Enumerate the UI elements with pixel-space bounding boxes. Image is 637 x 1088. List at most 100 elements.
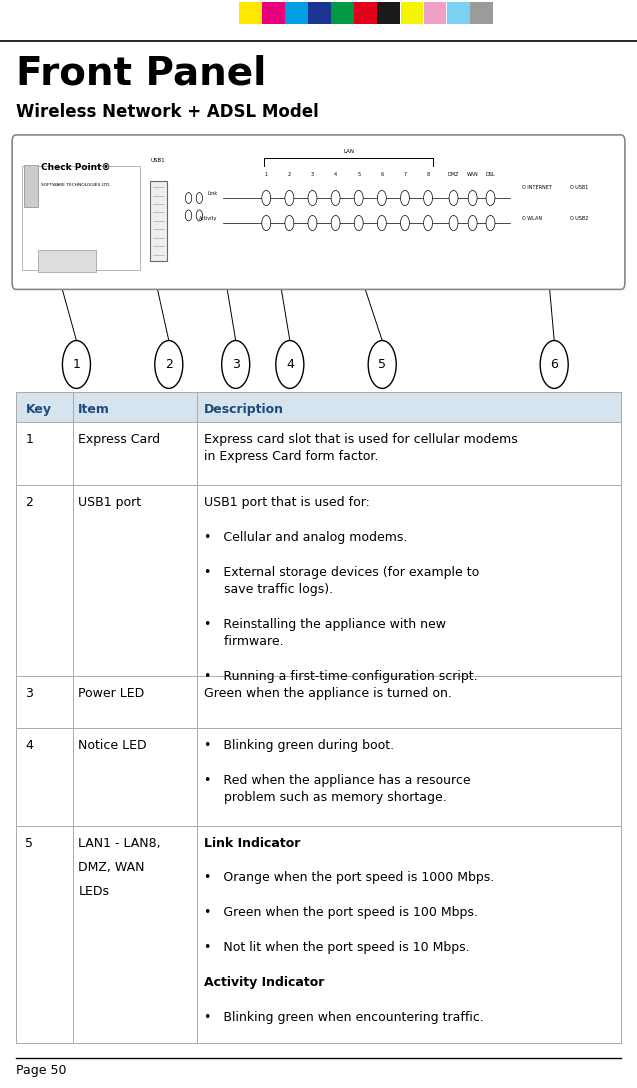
Text: •   Cellular and analog modems.: • Cellular and analog modems.: [204, 531, 407, 544]
Text: DMZ, WAN: DMZ, WAN: [78, 861, 145, 874]
Text: Description: Description: [204, 403, 284, 416]
Circle shape: [468, 190, 477, 206]
Text: •   Running a first-time configuration script.: • Running a first-time configuration scr…: [204, 670, 478, 683]
Text: Wireless Network + ADSL Model: Wireless Network + ADSL Model: [16, 103, 318, 122]
Circle shape: [285, 215, 294, 231]
Text: Link: Link: [207, 191, 217, 196]
Text: Green when the appliance is turned on.: Green when the appliance is turned on.: [204, 687, 452, 700]
Text: 6: 6: [550, 358, 558, 371]
Text: 7: 7: [403, 172, 406, 177]
Text: •   Blinking green when encountering traffic.: • Blinking green when encountering traff…: [204, 1011, 483, 1024]
FancyBboxPatch shape: [16, 485, 621, 676]
Text: 1: 1: [25, 433, 33, 446]
Text: •   Blinking green during boot.: • Blinking green during boot.: [204, 739, 394, 752]
Text: 6: 6: [380, 172, 383, 177]
FancyBboxPatch shape: [150, 181, 167, 261]
Circle shape: [377, 190, 386, 206]
Circle shape: [424, 190, 433, 206]
Text: Express Card: Express Card: [78, 433, 161, 446]
Circle shape: [185, 210, 192, 221]
Text: USB1 port: USB1 port: [78, 496, 141, 509]
FancyBboxPatch shape: [16, 728, 621, 826]
Text: USB1 port that is used for:: USB1 port that is used for:: [204, 496, 369, 509]
Text: 5: 5: [357, 172, 361, 177]
Circle shape: [354, 215, 363, 231]
FancyBboxPatch shape: [22, 166, 140, 270]
Text: Front Panel: Front Panel: [16, 54, 266, 92]
Text: 8: 8: [427, 172, 429, 177]
FancyBboxPatch shape: [16, 392, 621, 422]
Text: O INTERNET: O INTERNET: [522, 185, 552, 189]
Text: WAN: WAN: [467, 172, 478, 177]
Circle shape: [449, 215, 458, 231]
Text: in Express Card form factor.: in Express Card form factor.: [204, 450, 378, 463]
FancyBboxPatch shape: [16, 676, 621, 728]
Text: 4: 4: [286, 358, 294, 371]
Text: Check Point®: Check Point®: [41, 163, 111, 172]
Text: firmware.: firmware.: [204, 635, 283, 648]
Text: •   Not lit when the port speed is 10 Mbps.: • Not lit when the port speed is 10 Mbps…: [204, 941, 469, 954]
Circle shape: [424, 215, 433, 231]
FancyBboxPatch shape: [354, 2, 377, 24]
Text: Key: Key: [25, 403, 52, 416]
Text: SOFTWARE TECHNOLOGIES LTD.: SOFTWARE TECHNOLOGIES LTD.: [41, 183, 111, 187]
FancyBboxPatch shape: [38, 250, 96, 272]
FancyBboxPatch shape: [12, 135, 625, 289]
Circle shape: [285, 190, 294, 206]
Text: O USB1: O USB1: [570, 185, 589, 189]
Text: 3: 3: [311, 172, 314, 177]
FancyBboxPatch shape: [16, 422, 621, 485]
FancyBboxPatch shape: [239, 2, 262, 24]
Circle shape: [540, 341, 568, 388]
Text: problem such as memory shortage.: problem such as memory shortage.: [204, 791, 447, 804]
Text: 2: 2: [25, 496, 33, 509]
FancyBboxPatch shape: [470, 2, 492, 24]
Text: DMZ: DMZ: [448, 172, 459, 177]
Circle shape: [401, 190, 410, 206]
Text: 3: 3: [232, 358, 240, 371]
Text: 5: 5: [378, 358, 386, 371]
Text: Item: Item: [78, 403, 110, 416]
FancyBboxPatch shape: [16, 826, 621, 1043]
Text: 1: 1: [73, 358, 80, 371]
Text: USB1: USB1: [151, 158, 165, 163]
FancyBboxPatch shape: [24, 165, 38, 207]
Circle shape: [222, 341, 250, 388]
FancyBboxPatch shape: [285, 2, 308, 24]
Text: Express card slot that is used for cellular modems: Express card slot that is used for cellu…: [204, 433, 518, 446]
Circle shape: [401, 215, 410, 231]
Text: •   Green when the port speed is 100 Mbps.: • Green when the port speed is 100 Mbps.: [204, 906, 478, 919]
Circle shape: [449, 190, 458, 206]
Text: LAN: LAN: [343, 149, 354, 154]
Text: •   Reinstalling the appliance with new: • Reinstalling the appliance with new: [204, 618, 446, 631]
Circle shape: [196, 210, 203, 221]
Text: 2: 2: [165, 358, 173, 371]
Text: save traffic logs).: save traffic logs).: [204, 583, 333, 596]
Circle shape: [262, 215, 271, 231]
Circle shape: [354, 190, 363, 206]
Circle shape: [486, 215, 495, 231]
Text: 3: 3: [25, 687, 33, 700]
FancyBboxPatch shape: [401, 2, 424, 24]
Circle shape: [308, 215, 317, 231]
Text: Page 50: Page 50: [16, 1064, 66, 1077]
Text: Link Indicator: Link Indicator: [204, 837, 300, 850]
Text: 1: 1: [265, 172, 268, 177]
Text: •   Red when the appliance has a resource: • Red when the appliance has a resource: [204, 774, 471, 787]
Circle shape: [262, 190, 271, 206]
Text: Power LED: Power LED: [78, 687, 145, 700]
Text: LAN1 - LAN8,: LAN1 - LAN8,: [78, 837, 161, 850]
FancyBboxPatch shape: [331, 2, 354, 24]
Text: O USB2: O USB2: [570, 217, 589, 221]
Circle shape: [486, 190, 495, 206]
Circle shape: [468, 215, 477, 231]
Circle shape: [276, 341, 304, 388]
Text: 4: 4: [334, 172, 337, 177]
Text: •   Orange when the port speed is 1000 Mbps.: • Orange when the port speed is 1000 Mbp…: [204, 871, 494, 885]
Text: LEDs: LEDs: [78, 886, 110, 899]
Circle shape: [185, 193, 192, 203]
Circle shape: [155, 341, 183, 388]
Circle shape: [196, 193, 203, 203]
Text: •   External storage devices (for example to: • External storage devices (for example …: [204, 566, 479, 579]
FancyBboxPatch shape: [262, 2, 285, 24]
